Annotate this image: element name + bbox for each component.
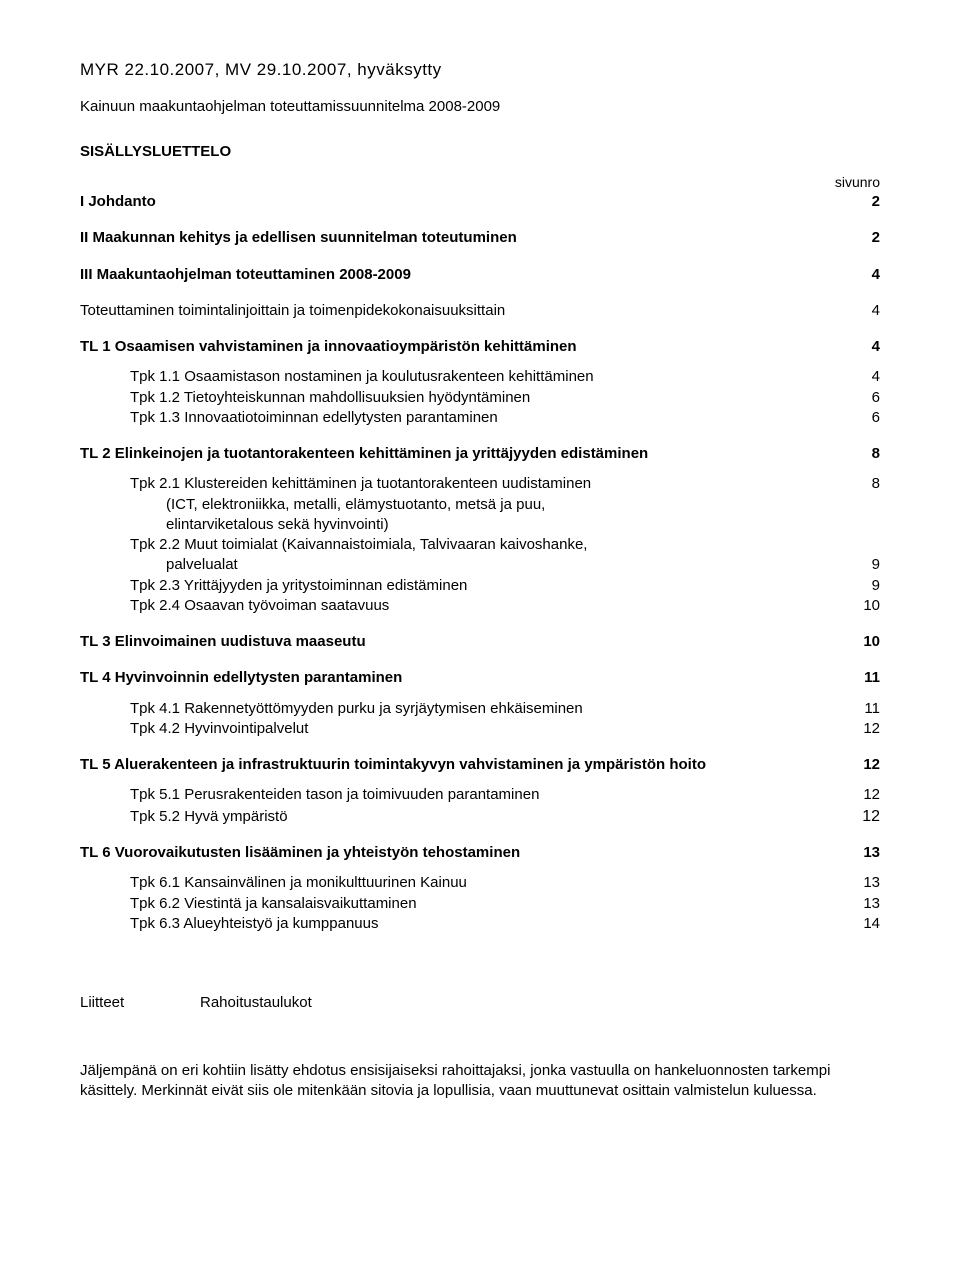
- toc-page: 2: [850, 228, 880, 248]
- toc-page: 13: [850, 843, 880, 863]
- toc-page: 8: [850, 474, 880, 494]
- toc-page: 2: [850, 192, 880, 212]
- toc-row: Tpk 1.2 Tietoyhteiskunnan mahdollisuuksi…: [80, 388, 880, 408]
- toc-page: 12: [850, 755, 880, 775]
- toc-label: Tpk 6.1 Kansainvälinen ja monikulttuurin…: [80, 873, 850, 893]
- toc-row: Tpk 1.1 Osaamistason nostaminen ja koulu…: [80, 367, 880, 387]
- toc-row: Tpk 2.4 Osaavan työvoiman saatavuus 10: [80, 596, 880, 616]
- toc-page: 13: [850, 894, 880, 914]
- header-line: MYR 22.10.2007, MV 29.10.2007, hyväksytt…: [80, 60, 880, 80]
- toc-label: Tpk 4.1 Rakennetyöttömyyden purku ja syr…: [80, 699, 850, 719]
- toc-row: Tpk 1.3 Innovaatiotoiminnan edellytysten…: [80, 408, 880, 428]
- toc-label: TL 4 Hyvinvoinnin edellytysten parantami…: [80, 668, 850, 688]
- toc-row: III Maakuntaohjelman toteuttaminen 2008-…: [80, 265, 880, 285]
- toc-row: TL 2 Elinkeinojen ja tuotantorakenteen k…: [80, 444, 880, 464]
- page: MYR 22.10.2007, MV 29.10.2007, hyväksytt…: [0, 0, 960, 1280]
- toc-label: TL 6 Vuorovaikutusten lisääminen ja yhte…: [80, 843, 850, 863]
- toc-page: 11: [850, 699, 880, 719]
- toc-page: 8: [850, 444, 880, 464]
- toc-row: elintarviketalous sekä hyvinvointi): [80, 515, 880, 535]
- toc-row: Tpk 4.1 Rakennetyöttömyyden purku ja syr…: [80, 699, 880, 719]
- toc-row: Tpk 2.1 Klustereiden kehittäminen ja tuo…: [80, 474, 880, 494]
- toc-page: 4: [850, 337, 880, 357]
- toc-label: Tpk 2.4 Osaavan työvoiman saatavuus: [80, 596, 850, 616]
- toc-row: TL 3 Elinvoimainen uudistuva maaseutu 10: [80, 632, 880, 652]
- sivunro-label: sivunro: [80, 174, 880, 190]
- toc-page: 12: [850, 719, 880, 739]
- toc-label: Tpk 2.2 Muut toimialat (Kaivannaistoimia…: [80, 535, 850, 555]
- toc-row: TL 1 Osaamisen vahvistaminen ja innovaat…: [80, 337, 880, 357]
- toc-label: TL 3 Elinvoimainen uudistuva maaseutu: [80, 632, 850, 652]
- toc-page: 12: [850, 806, 880, 828]
- toc-page: 6: [850, 388, 880, 408]
- toc-label: palvelualat: [80, 555, 850, 575]
- toc-page: 4: [850, 367, 880, 387]
- toc-label: I Johdanto: [80, 192, 850, 212]
- toc-label: TL 2 Elinkeinojen ja tuotantorakenteen k…: [80, 444, 850, 464]
- toc-row: Tpk 6.3 Alueyhteistyö ja kumppanuus 14: [80, 914, 880, 934]
- toc-page: 6: [850, 408, 880, 428]
- toc-row: TL 6 Vuorovaikutusten lisääminen ja yhte…: [80, 843, 880, 863]
- toc-label: TL 5 Aluerakenteen ja infrastruktuurin t…: [80, 755, 850, 775]
- toc-page: 9: [850, 555, 880, 575]
- toc-label: Tpk 2.1 Klustereiden kehittäminen ja tuo…: [80, 474, 850, 494]
- toc-row: Tpk 5.1 Perusrakenteiden tason ja toimiv…: [80, 785, 880, 805]
- document-title: Kainuun maakuntaohjelman toteuttamissuun…: [80, 98, 880, 115]
- toc-label: Tpk 1.1 Osaamistason nostaminen ja koulu…: [80, 367, 850, 387]
- toc-label: Tpk 5.2 Hyvä ympäristö: [80, 807, 850, 827]
- toc-page: 9: [850, 576, 880, 596]
- toc-row: Tpk 2.2 Muut toimialat (Kaivannaistoimia…: [80, 535, 880, 555]
- toc-row: Tpk 6.2 Viestintä ja kansalaisvaikuttami…: [80, 894, 880, 914]
- toc-label: Toteuttaminen toimintalinjoittain ja toi…: [80, 301, 850, 321]
- toc-page: 4: [850, 265, 880, 285]
- toc-page: 14: [850, 914, 880, 934]
- toc-row: Tpk 4.2 Hyvinvointipalvelut 12: [80, 719, 880, 739]
- toc-row: II Maakunnan kehitys ja edellisen suunni…: [80, 228, 880, 248]
- toc-label: Tpk 2.3 Yrittäjyyden ja yritystoiminnan …: [80, 576, 850, 596]
- toc-label: Tpk 5.1 Perusrakenteiden tason ja toimiv…: [80, 785, 850, 805]
- toc-row: Tpk 6.1 Kansainvälinen ja monikulttuurin…: [80, 873, 880, 893]
- toc-page: 10: [850, 632, 880, 652]
- toc-label: II Maakunnan kehitys ja edellisen suunni…: [80, 228, 850, 248]
- liitteet-value: Rahoitustaulukot: [200, 994, 312, 1011]
- toc-label: Tpk 1.2 Tietoyhteiskunnan mahdollisuuksi…: [80, 388, 850, 408]
- liitteet-label: Liitteet: [80, 994, 200, 1011]
- toc-row: Toteuttaminen toimintalinjoittain ja toi…: [80, 301, 880, 321]
- toc-label: elintarviketalous sekä hyvinvointi): [80, 515, 850, 535]
- liitteet-row: Liitteet Rahoitustaulukot: [80, 994, 880, 1011]
- toc-row: Tpk 2.3 Yrittäjyyden ja yritystoiminnan …: [80, 576, 880, 596]
- toc-label: Tpk 6.2 Viestintä ja kansalaisvaikuttami…: [80, 894, 850, 914]
- toc-row: palvelualat 9: [80, 555, 880, 575]
- toc-page: 12: [850, 785, 880, 805]
- toc-label: Tpk 1.3 Innovaatiotoiminnan edellytysten…: [80, 408, 850, 428]
- toc-row: I Johdanto 2: [80, 192, 880, 212]
- toc-row: (ICT, elektroniikka, metalli, elämystuot…: [80, 495, 880, 515]
- toc-label: Tpk 6.3 Alueyhteistyö ja kumppanuus: [80, 914, 850, 934]
- toc-page: 4: [850, 301, 880, 321]
- toc-title: SISÄLLYSLUETTELO: [80, 143, 880, 160]
- toc-row: TL 5 Aluerakenteen ja infrastruktuurin t…: [80, 755, 880, 775]
- toc-label: TL 1 Osaamisen vahvistaminen ja innovaat…: [80, 337, 850, 357]
- toc-label: Tpk 4.2 Hyvinvointipalvelut: [80, 719, 850, 739]
- toc-page: 10: [850, 596, 880, 616]
- toc-label: (ICT, elektroniikka, metalli, elämystuot…: [80, 495, 850, 515]
- toc-label: III Maakuntaohjelman toteuttaminen 2008-…: [80, 265, 850, 285]
- toc-page: 11: [850, 668, 880, 688]
- toc-row: TL 4 Hyvinvoinnin edellytysten parantami…: [80, 668, 880, 688]
- toc-page: 13: [850, 873, 880, 893]
- toc-row: Tpk 5.2 Hyvä ympäristö 12: [80, 806, 880, 828]
- footer-note: Jäljempänä on eri kohtiin lisätty ehdotu…: [80, 1061, 880, 1102]
